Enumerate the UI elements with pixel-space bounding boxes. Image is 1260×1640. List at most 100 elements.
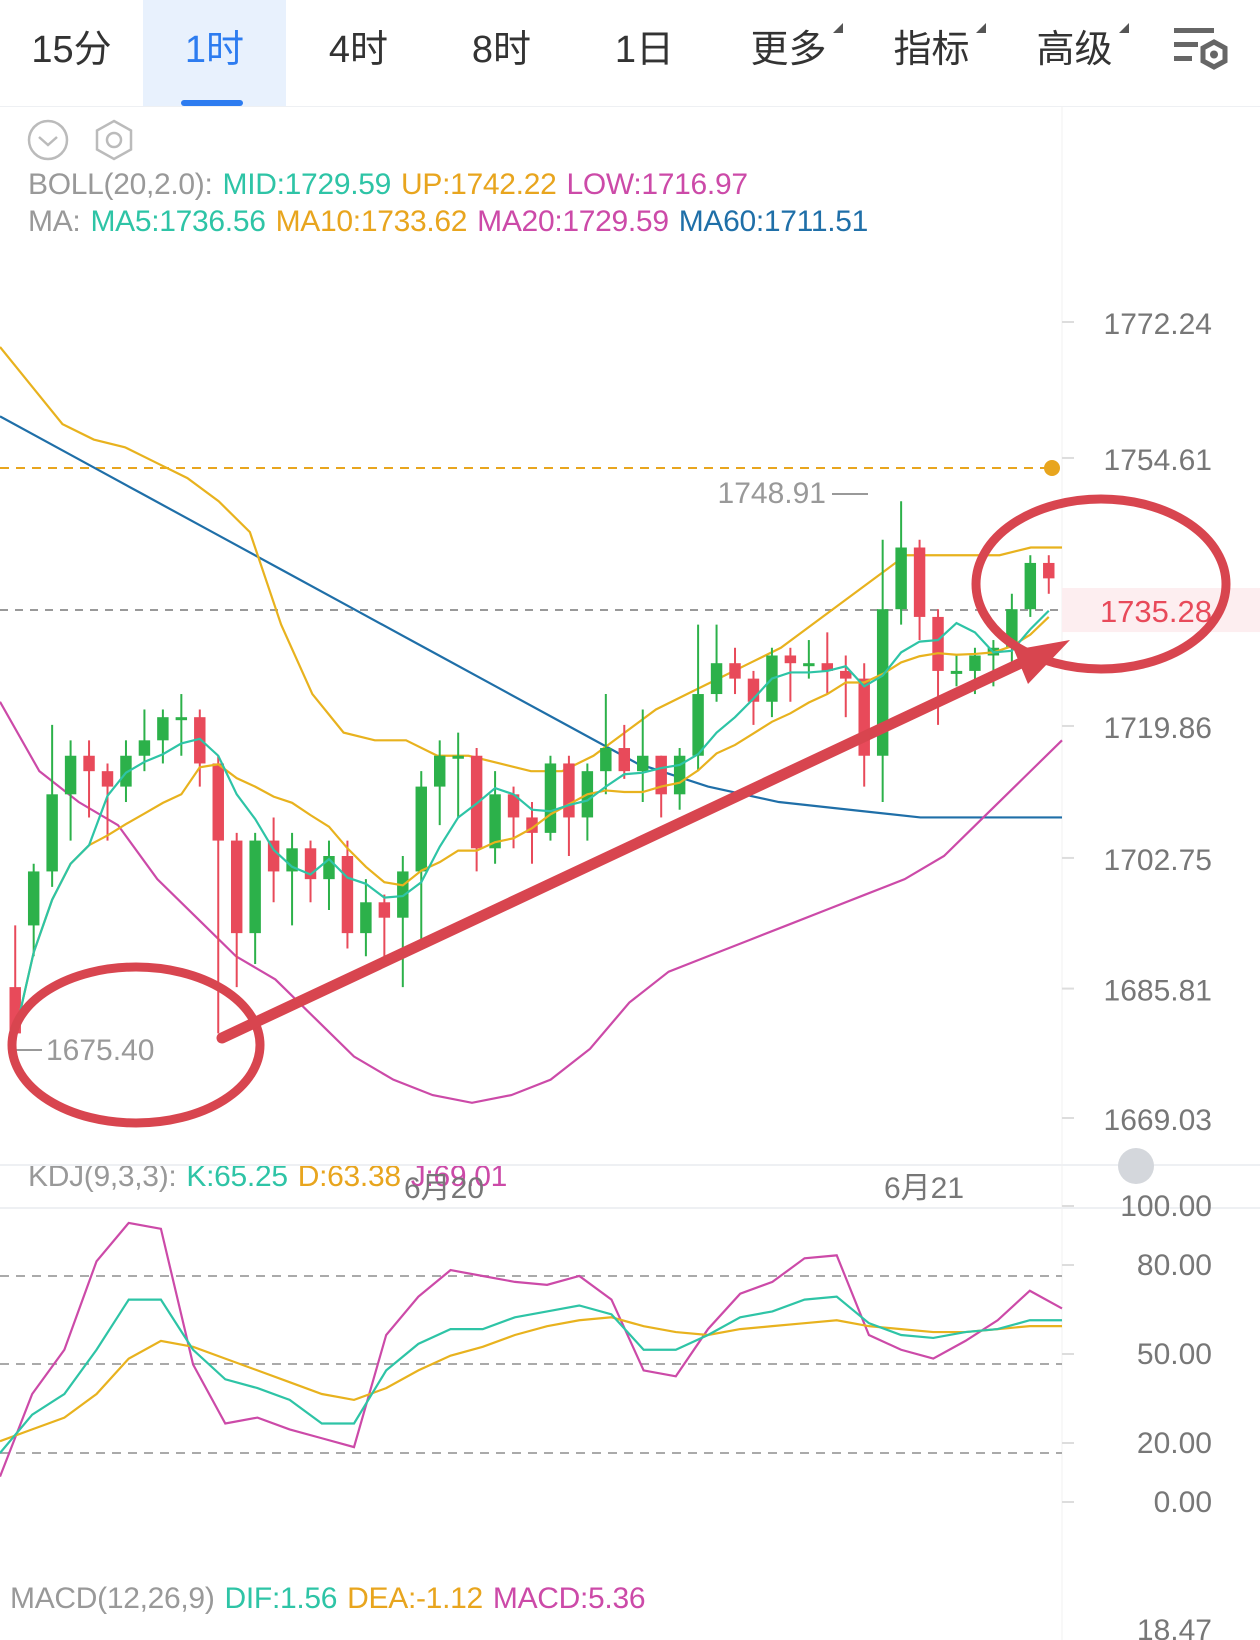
tab-2[interactable]: 4时 <box>287 0 430 106</box>
candle-body <box>692 694 704 756</box>
tab-4[interactable]: 1日 <box>573 0 716 106</box>
candle-body <box>212 763 224 841</box>
dropdown-triangle-icon <box>832 23 843 33</box>
kdj-name: KDJ(9,3,3): <box>28 1160 177 1193</box>
scroll-latest-icon <box>1118 1148 1154 1184</box>
candle-body <box>507 794 520 818</box>
annotation-circle-low <box>7 962 265 1128</box>
candle-body <box>249 840 261 934</box>
ma-name: MA: <box>28 205 81 238</box>
candle-body <box>415 786 427 872</box>
boll-name: BOLL(20,2.0): <box>28 168 213 201</box>
candle-body <box>397 871 409 918</box>
kdj-tick-label: 50.00 <box>1137 1338 1212 1371</box>
active-tab-indicator <box>181 100 243 106</box>
tab-5[interactable]: 更多 <box>717 0 860 106</box>
kdj-j: J:69.01 <box>410 1160 508 1193</box>
candle-body <box>230 840 243 934</box>
x-date-label: 6月21 <box>884 1172 964 1205</box>
candle-body <box>913 547 926 617</box>
candle-body <box>46 794 58 872</box>
candle-body <box>83 755 95 772</box>
candle-body <box>433 755 446 787</box>
candle-body <box>175 717 188 721</box>
tab-3[interactable]: 8时 <box>430 0 573 106</box>
high-price-label: 1748.91 <box>718 477 826 510</box>
candle-body <box>526 817 538 833</box>
candle-body <box>9 987 21 1034</box>
tab-7[interactable]: 高级 <box>1003 0 1146 106</box>
tab-label: 更多 <box>750 23 843 71</box>
candle-body <box>101 771 114 787</box>
candle-body <box>378 902 391 918</box>
candle-body <box>452 755 464 759</box>
candle-body <box>1043 562 1055 579</box>
candle-body <box>360 902 372 934</box>
candle-body <box>673 755 686 795</box>
boll-legend: BOLL(20,2.0): MID:1729.59 UP:1742.22 LOW:17… <box>28 168 758 202</box>
candle-body <box>563 763 575 818</box>
ref-dot <box>1044 459 1060 476</box>
candle-body <box>747 678 760 702</box>
candle-body <box>489 794 501 849</box>
candle-body <box>895 547 907 610</box>
boll-up: UP:1742.22 <box>401 168 557 201</box>
candle-body <box>987 647 1000 656</box>
candle-body <box>600 748 612 772</box>
candle-body <box>784 655 797 664</box>
kdj-d: D:63.38 <box>297 1160 401 1193</box>
boll-low-line <box>0 701 1063 1104</box>
candle-body <box>950 670 963 674</box>
y-tick-label: 1669.03 <box>1104 1104 1212 1137</box>
annotation-circle-high <box>971 494 1231 674</box>
candle-body <box>637 755 649 772</box>
current-price-label: 1735.28 <box>1100 594 1212 629</box>
kdj-j-line <box>0 1221 1063 1477</box>
candle-body <box>64 755 77 795</box>
y-tick-label: 1719.86 <box>1104 712 1212 745</box>
candle-body <box>304 848 317 880</box>
candle-body <box>581 771 594 818</box>
boll-low: LOW:1716.97 <box>566 168 748 201</box>
candle-body <box>1006 609 1018 648</box>
candle-body <box>821 663 834 671</box>
candle-body <box>286 848 298 872</box>
candle-body <box>27 871 40 926</box>
candle-body <box>157 717 169 741</box>
y-tick-label: 1754.61 <box>1104 444 1212 477</box>
ma60-line <box>0 415 1062 819</box>
tab-label: 高级 <box>1036 23 1129 71</box>
ma5-value: MA5:1736.56 <box>90 205 266 238</box>
candle-body <box>858 678 870 756</box>
chart-settings-icon[interactable] <box>1172 22 1232 78</box>
y-tick-label: 1702.75 <box>1104 844 1212 877</box>
kdj-tick-label: 80.00 <box>1137 1249 1212 1282</box>
tab-6[interactable]: 指标 <box>860 0 1003 106</box>
candle-body <box>618 748 631 772</box>
kdj-tick-label: 0.00 <box>1154 1486 1212 1519</box>
trend-arrow-head <box>1014 640 1070 684</box>
macd-value: MACD:5.36 <box>492 1582 646 1615</box>
macd-tick-label: 18.47 <box>1137 1614 1212 1640</box>
ma10-value: MA10:1733.62 <box>275 205 468 238</box>
boll-mid: MID:1729.59 <box>222 168 392 201</box>
collapse-icon[interactable] <box>26 118 70 162</box>
tab-label: 4时 <box>328 29 389 71</box>
hexagon-settings-icon[interactable] <box>92 118 136 162</box>
candle-body <box>766 655 778 702</box>
macd-dea: DEA:-1.12 <box>347 1582 483 1615</box>
candle-body <box>194 717 206 764</box>
candle-body <box>120 755 132 787</box>
kdj-k: K:65.25 <box>186 1160 288 1193</box>
y-tick-label: 1772.24 <box>1104 308 1212 341</box>
kdj-tick-label: 20.00 <box>1137 1427 1212 1460</box>
macd-name: MACD(12,26,9) <box>10 1582 215 1615</box>
dropdown-triangle-icon <box>975 23 986 33</box>
candle-body <box>267 840 280 872</box>
candle-body <box>655 755 667 795</box>
candle-body <box>470 755 483 849</box>
tab-0[interactable]: 15分 <box>0 0 143 106</box>
candle-body <box>932 616 944 671</box>
tab-1[interactable]: 1时 <box>143 0 286 106</box>
